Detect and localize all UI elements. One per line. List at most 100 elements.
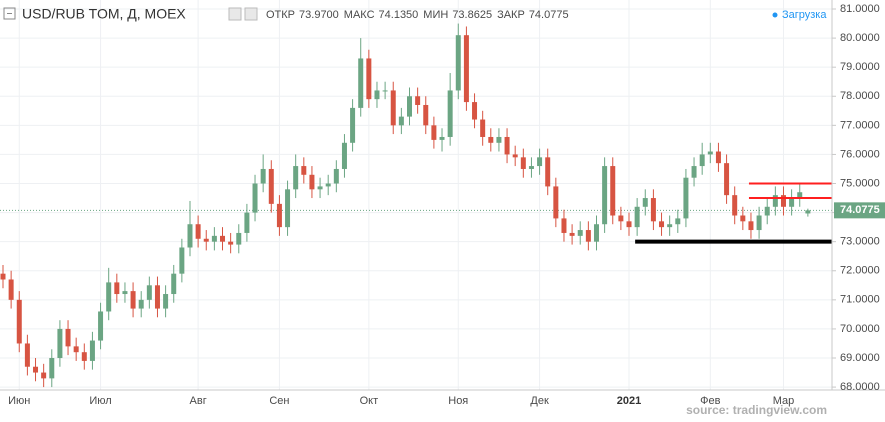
x-tick-label: Авг: [190, 395, 207, 407]
candle-body: [626, 221, 632, 228]
last-price-tag: [834, 202, 885, 219]
candle-body: [528, 166, 534, 169]
candle-body: [634, 206, 640, 228]
candle-body: [171, 273, 177, 295]
candle-body: [496, 136, 502, 143]
source-label: source: tradingview.com: [686, 403, 827, 417]
candle-body: [8, 279, 14, 300]
candle-body: [691, 166, 697, 178]
ohlc-value: 74.0775: [529, 9, 569, 21]
candle-body: [707, 151, 713, 155]
candle-body: [130, 291, 136, 309]
candle-body: [520, 157, 526, 169]
ohlc-label: МАКС: [344, 9, 375, 21]
candle-body: [488, 136, 494, 143]
axes: 68.0000 69.0000 70.0000 71.0000 72.0000 73.00…: [8, 3, 885, 407]
candle-body: [398, 116, 404, 126]
candle-body: [715, 151, 721, 164]
candle-body: [211, 235, 217, 242]
candle-body: [439, 136, 445, 140]
y-tick-label: 78.0000: [840, 90, 880, 102]
candle-body: [610, 166, 616, 216]
candle-body: [228, 241, 234, 245]
x-tick-label: 2021: [617, 395, 641, 407]
candle-body: [285, 189, 291, 228]
candle-body: [602, 166, 608, 225]
candle-body: [350, 107, 356, 143]
candle-body: [764, 206, 770, 216]
last-price-label: 74.0775: [840, 204, 880, 216]
candle-body: [57, 328, 63, 359]
y-tick-label: 81.0000: [840, 3, 880, 15]
visibility-icon[interactable]: [228, 7, 242, 21]
candle-body: [756, 215, 762, 231]
candle-body: [797, 192, 803, 199]
candle-body: [585, 230, 591, 242]
candle-body: [683, 177, 689, 219]
y-tick-label: 72.0000: [840, 265, 880, 277]
candle-body: [455, 35, 461, 91]
candle-body: [252, 183, 258, 213]
y-tick-label: 71.0000: [840, 294, 880, 306]
candle-body: [138, 299, 144, 309]
candle-body: [244, 212, 250, 233]
ohlc-header: ОТКР 73.9700 МАКС 74.1350 МИН 73.8625 ЗАКР 74.0…: [266, 9, 569, 21]
candle-body: [203, 238, 209, 242]
candle-body: [699, 154, 705, 167]
candle-body: [472, 102, 478, 120]
candle-body: [276, 203, 282, 228]
candle-body: [341, 142, 347, 169]
candle-body: [268, 168, 274, 204]
candle-body: [114, 282, 120, 295]
candle-body: [569, 232, 575, 236]
candle-body: [179, 247, 185, 274]
candle-body: [480, 119, 486, 137]
candle-body: [382, 90, 388, 92]
x-tick-label: Июн: [8, 395, 30, 407]
candle-body: [325, 183, 331, 187]
candle-body: [561, 218, 567, 233]
y-tick-label: 79.0000: [840, 61, 880, 73]
x-tick-label: Мар: [773, 395, 795, 407]
candle-body: [780, 195, 786, 207]
candle-body: [293, 166, 299, 190]
chart-title: USD/RUB TOM, Д, MOEX: [22, 6, 186, 22]
candle-body: [415, 96, 421, 105]
y-tick-label: 68.0000: [840, 381, 880, 393]
candle-body: [187, 224, 193, 248]
candle-body: [154, 285, 160, 309]
y-tick-label: 73.0000: [840, 236, 880, 248]
candle-body: [748, 221, 754, 231]
candle-body: [236, 232, 242, 245]
candle-body: [333, 168, 339, 184]
candle-body: [553, 186, 559, 219]
candle-body: [98, 311, 104, 341]
y-tick-label: 77.0000: [840, 119, 880, 131]
candle-body: [106, 282, 112, 312]
y-tick-label: 76.0000: [840, 148, 880, 160]
candle-body: [650, 198, 656, 222]
candle-body: [512, 154, 518, 158]
candle-body: [73, 346, 79, 353]
ohlc-value: 74.1350: [379, 9, 419, 21]
candle-body: [41, 372, 47, 379]
candle-body: [122, 291, 128, 295]
candle-body: [537, 157, 543, 167]
x-tick-label: Июл: [89, 395, 111, 407]
y-tick-label: 75.0000: [840, 177, 880, 189]
plot: [0, 23, 832, 388]
candle-body: [16, 299, 22, 344]
candle-body: [358, 58, 364, 108]
candle-body: [642, 198, 648, 207]
candle-body: [220, 235, 226, 242]
candle-body: [545, 157, 551, 187]
candle-body: [667, 224, 673, 228]
x-tick-label: Окт: [360, 395, 379, 407]
x-tick-label: Дек: [530, 395, 549, 407]
settings-icon[interactable]: [244, 7, 258, 21]
collapse-icon[interactable]: [3, 7, 16, 20]
candle-body: [577, 230, 583, 236]
candle-body: [24, 343, 30, 367]
candle-body: [659, 221, 665, 228]
